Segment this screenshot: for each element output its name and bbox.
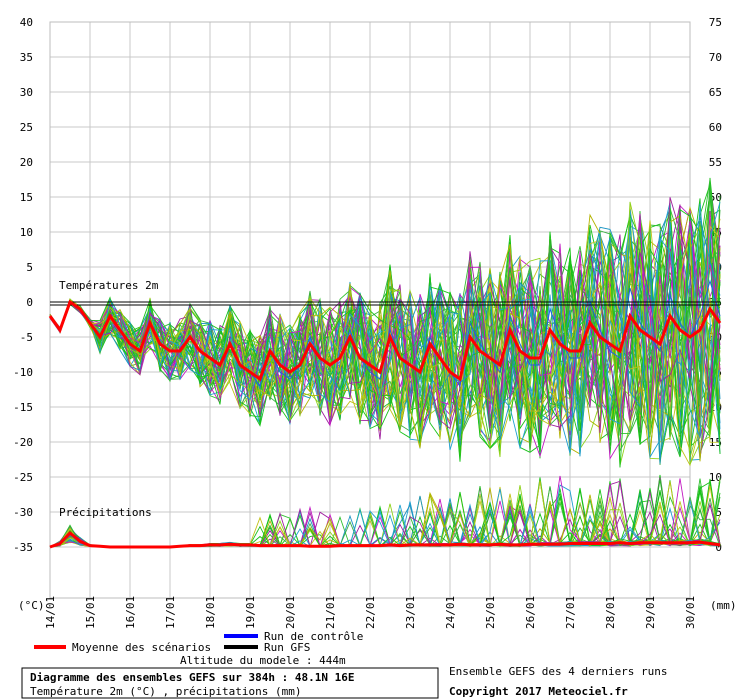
ensemble-member-temperature <box>49 235 721 455</box>
temperature-tick-label: -35 <box>13 541 33 554</box>
date-tick-label: 29/01 <box>644 596 657 629</box>
temperature-tick-label: -25 <box>13 471 33 484</box>
date-tick-label: 30/01 <box>684 596 697 629</box>
precipitation-tick-label: 65 <box>709 86 722 99</box>
left-axis-unit: (°C) <box>18 599 45 612</box>
mean-lines <box>48 299 722 549</box>
temperature-tick-label: -20 <box>13 436 33 449</box>
legend-mean-label: Moyenne des scénarios <box>72 641 211 654</box>
precipitation-tick-label: 5 <box>715 506 722 519</box>
temperature-tick-label: 15 <box>20 191 33 204</box>
footer-note: Ensemble GEFS des 4 derniers runs <box>449 665 668 678</box>
date-tick-label: 23/01 <box>404 596 417 629</box>
date-tick-label: 26/01 <box>524 596 537 629</box>
temperature-section-label: Températures 2m <box>59 279 159 292</box>
temperature-tick-label: 25 <box>20 121 33 134</box>
title-box <box>21 667 439 699</box>
date-tick-label: 28/01 <box>604 596 617 629</box>
precipitation-tick-label: 60 <box>709 121 722 134</box>
precipitation-tick-label: 10 <box>709 471 722 484</box>
date-tick-label: 19/01 <box>244 596 257 629</box>
precipitation-tick-label: 70 <box>709 51 722 64</box>
date-tick-label: 15/01 <box>84 596 97 629</box>
temperature-tick-label: -5 <box>20 331 33 344</box>
date-tick-label: 16/01 <box>124 596 137 629</box>
temperature-tick-label: -15 <box>13 401 33 414</box>
ensemble-member-temperature <box>49 226 721 451</box>
mean-precipitation-line <box>49 530 721 549</box>
temperature-tick-label: 35 <box>20 51 33 64</box>
temperature-tick-label: 20 <box>20 156 33 169</box>
date-tick-label: 22/01 <box>364 596 377 629</box>
ensemble-member-temperature <box>49 213 721 462</box>
precipitation-tick-label: 55 <box>709 156 722 169</box>
temperature-tick-label: -10 <box>13 366 33 379</box>
temperature-tick-label: 10 <box>20 226 33 239</box>
temperature-tick-label: 40 <box>20 16 33 29</box>
temperature-tick-label: -30 <box>13 506 33 519</box>
altitude-label: Altitude du modele : 444m <box>180 654 346 667</box>
ensemble-member-temperature <box>49 234 721 437</box>
ensemble-member-temperature <box>49 201 721 459</box>
mean-temperature-line <box>48 299 722 382</box>
precipitation-tick-label: 75 <box>709 16 722 29</box>
temperature-axis-ticks: 40 35 30 25 20 15 10 5 0 -5 -10 -15 -20 -25 -30 -35 <box>13 16 33 554</box>
legend-control-label: Run de contrôle <box>264 630 363 643</box>
precipitation-section-label: Précipitations <box>59 506 152 519</box>
right-axis-unit: (mm) <box>710 599 737 612</box>
temperature-tick-label: 5 <box>26 261 33 274</box>
legend-gfs-label: Run GFS <box>264 641 310 654</box>
ensemble-member-temperature <box>49 248 721 452</box>
temperature-tick-label: 30 <box>20 86 33 99</box>
ensemble-member-temperature <box>49 227 721 430</box>
date-tick-label: 18/01 <box>204 596 217 629</box>
chart-subtitle: Température 2m (°C) , précipitations (mm… <box>30 685 302 698</box>
chart-title: Diagramme des ensembles GEFS sur 384h : … <box>30 671 355 684</box>
date-tick-label: 14/01 <box>44 596 57 629</box>
copyright: Copyright 2017 Meteociel.fr <box>449 685 628 698</box>
date-tick-label: 21/01 <box>324 596 337 629</box>
ensemble-temperature-lines <box>49 177 721 468</box>
date-tick-label: 17/01 <box>164 596 177 629</box>
date-tick-label: 25/01 <box>484 596 497 629</box>
date-tick-label: 20/01 <box>284 596 297 629</box>
temperature-tick-label: 0 <box>26 296 33 309</box>
date-axis-ticks: 14/01 15/01 16/01 17/01 18/01 19/01 20/01 21/01… <box>44 596 697 629</box>
ensemble-member-temperature <box>49 201 721 465</box>
precipitation-tick-label: 0 <box>715 541 722 554</box>
date-tick-label: 27/01 <box>564 596 577 629</box>
plot-frame <box>49 21 691 599</box>
gfs-run-line <box>50 301 720 306</box>
date-tick-label: 24/01 <box>444 596 457 629</box>
